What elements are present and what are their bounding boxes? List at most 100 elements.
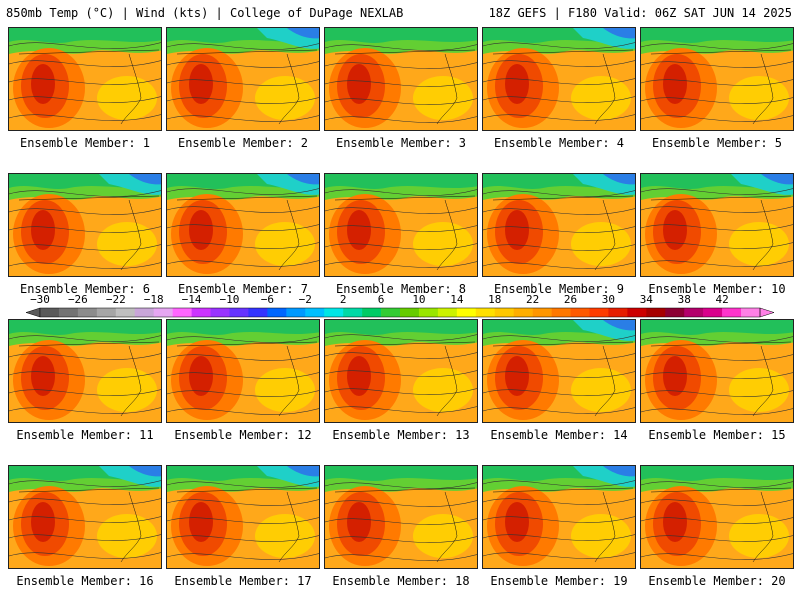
- header-title: 850mb Temp (°C) | Wind (kts) | College o…: [6, 6, 404, 20]
- colorbar-swatch: [153, 308, 173, 317]
- ensemble-member-label: Ensemble Member: 4: [493, 136, 625, 150]
- colorbar-swatch: [741, 308, 761, 317]
- ensemble-member-label: Ensemble Member: 5: [651, 136, 783, 150]
- colorbar-left-arrow: [25, 307, 41, 318]
- colorbar-swatch: [418, 308, 439, 317]
- ensemble-map-17: [166, 465, 320, 569]
- ensemble-member-label: Ensemble Member: 9: [493, 282, 625, 296]
- colorbar-swatch: [96, 308, 117, 317]
- colorbar-tick-label: 38: [678, 293, 691, 306]
- colorbar-swatch: [551, 308, 571, 317]
- temperature-map-20: [641, 466, 793, 568]
- colorbar-swatch: [456, 308, 477, 317]
- ensemble-member-label: Ensemble Member: 6: [19, 282, 151, 296]
- colorbar-swatch: [134, 308, 154, 317]
- ensemble-member-label: Ensemble Member: 16: [16, 574, 154, 588]
- colorbar-swatch: [437, 308, 458, 317]
- ensemble-member-label: Ensemble Member: 2: [177, 136, 309, 150]
- temperature-colorbar: −30 −26 −22 −18 −14 −10 −6 −2 2 6 10 14 18 22 26 30 34 38…: [25, 293, 775, 318]
- ensemble-map-12: [166, 319, 320, 423]
- ensemble-map-11: [8, 319, 162, 423]
- ensemble-member-label: Ensemble Member: 13: [332, 428, 470, 442]
- colorbar-tick-label: −18: [144, 293, 164, 306]
- colorbar-tick-label: 22: [526, 293, 539, 306]
- colorbar-tick-label: 30: [602, 293, 615, 306]
- temperature-map-1: [9, 28, 161, 130]
- colorbar-tick-label: 34: [640, 293, 654, 306]
- colorbar-tick-label: 42: [715, 293, 728, 306]
- colorbar-swatch: [494, 308, 514, 317]
- ensemble-member-label: Ensemble Member: 8: [335, 282, 467, 296]
- colorbar-tick-label: −22: [106, 293, 126, 306]
- ensemble-map-2: [166, 27, 320, 131]
- colorbar-swatch: [210, 308, 230, 317]
- colorbar-swatch: [570, 308, 590, 317]
- ensemble-map-1: [8, 27, 162, 131]
- temperature-map-10: [641, 174, 793, 276]
- temperature-map-12: [167, 320, 319, 422]
- ensemble-member-label: Ensemble Member: 19: [490, 574, 628, 588]
- colorbar-tick-label: −26: [68, 293, 88, 306]
- ensemble-map-7: [166, 173, 320, 277]
- colorbar-swatch: [722, 308, 742, 317]
- colorbar-swatch: [608, 308, 628, 317]
- ensemble-map-18: [324, 465, 478, 569]
- colorbar-swatch: [362, 308, 382, 317]
- colorbar-tick-label: 2: [340, 293, 347, 306]
- ensemble-member-label: Ensemble Member: 10: [648, 282, 786, 296]
- temperature-map-4: [483, 28, 635, 130]
- temperature-map-7: [167, 174, 319, 276]
- temperature-map-13: [325, 320, 477, 422]
- colorbar-tick-label: 18: [488, 293, 501, 306]
- colorbar-swatch: [172, 308, 192, 317]
- ensemble-member-label: Ensemble Member: 14: [490, 428, 628, 442]
- ensemble-member-label: Ensemble Member: 11: [16, 428, 154, 442]
- colorbar-swatch: [400, 308, 420, 317]
- ensemble-member-label: Ensemble Member: 12: [174, 428, 312, 442]
- colorbar-swatch: [58, 308, 79, 317]
- temperature-map-6: [9, 174, 161, 276]
- colorbar-tick-label: 6: [378, 293, 385, 306]
- ensemble-member-label: Ensemble Member: 1: [19, 136, 151, 150]
- temperature-map-11: [9, 320, 161, 422]
- ensemble-map-5: [640, 27, 794, 131]
- temperature-map-2: [167, 28, 319, 130]
- ensemble-map-16: [8, 465, 162, 569]
- ensemble-map-14: [482, 319, 636, 423]
- colorbar-swatch: [475, 308, 496, 317]
- colorbar-swatch: [229, 308, 249, 317]
- temperature-map-15: [641, 320, 793, 422]
- colorbar-tick-label: 26: [564, 293, 577, 306]
- colorbar-tick-label: 10: [412, 293, 425, 306]
- colorbar-swatch: [381, 308, 401, 317]
- ensemble-map-4: [482, 27, 636, 131]
- ensemble-map-20: [640, 465, 794, 569]
- colorbar-swatch: [115, 308, 136, 317]
- colorbar-swatch: [684, 308, 704, 317]
- ensemble-map-9: [482, 173, 636, 277]
- colorbar-swatch: [513, 308, 533, 317]
- ensemble-map-10: [640, 173, 794, 277]
- temperature-map-9: [483, 174, 635, 276]
- temperature-map-17: [167, 466, 319, 568]
- temperature-map-16: [9, 466, 161, 568]
- colorbar-tick-label: −6: [261, 293, 274, 306]
- colorbar-swatch: [665, 308, 685, 317]
- temperature-map-8: [325, 174, 477, 276]
- ensemble-map-15: [640, 319, 794, 423]
- colorbar-tick-label: −14: [182, 293, 202, 306]
- ensemble-map-3: [324, 27, 478, 131]
- colorbar-swatch: [305, 308, 325, 317]
- colorbar-swatch: [248, 308, 268, 317]
- colorbar-swatch: [646, 308, 666, 317]
- ensemble-member-label: Ensemble Member: 18: [332, 574, 470, 588]
- colorbar-swatch: [532, 308, 552, 317]
- colorbar-tick-label: −10: [220, 293, 240, 306]
- colorbar-swatch: [267, 308, 287, 317]
- ensemble-map-13: [324, 319, 478, 423]
- colorbar-tick-label: −30: [30, 293, 50, 306]
- colorbar-swatch: [627, 308, 647, 317]
- colorbar-swatch: [324, 308, 344, 317]
- ensemble-map-6: [8, 173, 162, 277]
- colorbar-swatch: [40, 308, 60, 317]
